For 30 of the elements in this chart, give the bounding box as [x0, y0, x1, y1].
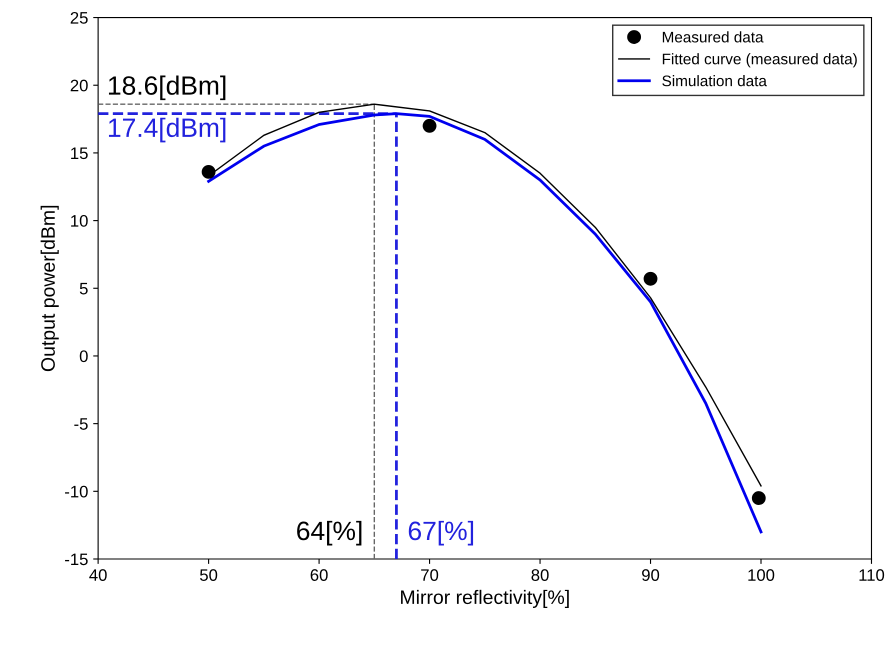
annotation: 67[%] [408, 520, 474, 546]
x-tick-label: 80 [532, 569, 549, 581]
x-tick-label: 110 [859, 569, 884, 581]
y-tick-label: 0 [80, 350, 88, 362]
annotation: 64[%] [297, 520, 362, 546]
y-tick-label: 5 [80, 282, 88, 294]
y-axis-title: Output power[dBm] [40, 206, 59, 372]
y-tick-label: -5 [74, 418, 88, 430]
legend-label: Simulation data [662, 75, 767, 86]
x-tick-label: 90 [642, 569, 660, 581]
y-tick-label: 25 [70, 12, 88, 24]
y-tick-label: -15 [65, 554, 88, 566]
x-tick-label: 100 [748, 569, 774, 581]
x-tick-label: 70 [421, 569, 438, 581]
y-tick-label: 15 [71, 147, 88, 160]
point [202, 164, 216, 179]
y-tick-label: -10 [65, 486, 88, 498]
legend-label: Measured data [662, 31, 764, 43]
point [752, 491, 766, 505]
x-axis-title: Mirror reflectivity[%] [401, 590, 569, 608]
annotation: 18.6[dBm] [108, 76, 226, 100]
legend-label: Fitted curve (measured data) [662, 53, 857, 68]
x-tick-label: 60 [310, 569, 328, 581]
x-tick-label: 40 [89, 569, 107, 581]
point [422, 118, 436, 133]
y-tick-label: 10 [71, 214, 88, 227]
y-tick-label: 20 [70, 80, 88, 92]
annotation: 17.4[dBm] [108, 118, 226, 142]
point [644, 272, 658, 286]
x-tick-label: 50 [200, 569, 218, 581]
